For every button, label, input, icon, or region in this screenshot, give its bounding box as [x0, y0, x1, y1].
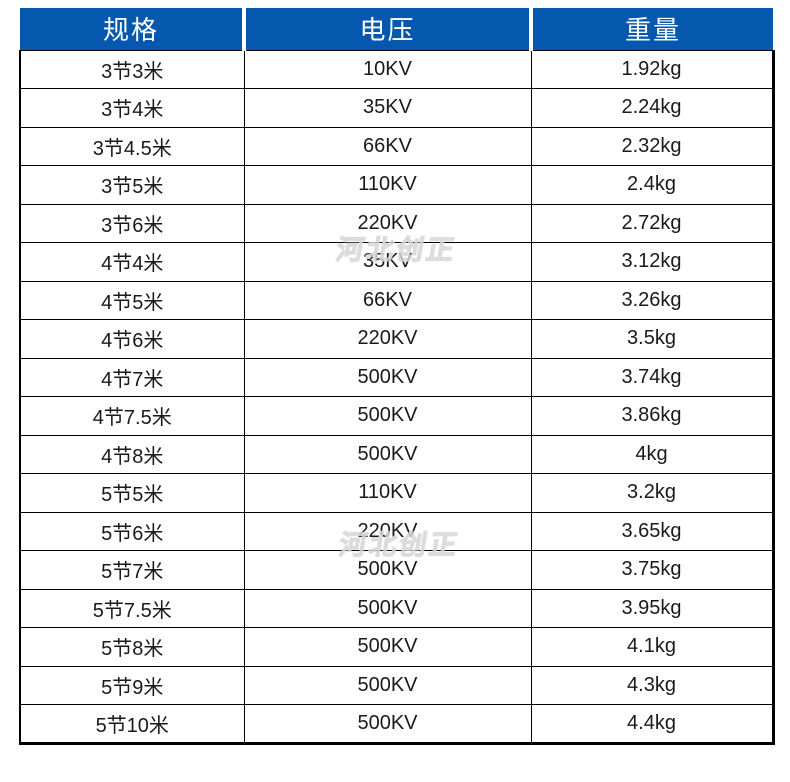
spec-cell: 4节7.5米 [19, 396, 245, 436]
table-row: 4节6米 220KV 3.5kg [19, 319, 775, 359]
table-row: 5节7米 500KV 3.75kg [19, 550, 775, 590]
voltage-cell: 500KV [243, 627, 532, 667]
spec-cell: 4节8米 [19, 434, 245, 474]
voltage-cell: 35KV [243, 88, 532, 128]
spec-cell: 3节3米 [19, 49, 245, 89]
weight-cell: 2.4kg [530, 165, 775, 205]
table-row: 5节6米 220KV 3.65kg [19, 511, 775, 551]
table-row: 3节6米 220KV 2.72kg [19, 203, 775, 243]
table-body: 3节3米 10KV 1.92kg 3节4米 35KV 2.24kg 3节4.5米 66KV 2.… [19, 49, 775, 745]
table-row: 3节4米 35KV 2.24kg [19, 88, 775, 128]
voltage-cell: 66KV [243, 280, 532, 320]
weight-cell: 3.65kg [530, 511, 775, 551]
weight-cell: 3.74kg [530, 357, 775, 397]
header-spec: 规格 [20, 8, 244, 50]
spec-cell: 3节5米 [19, 165, 245, 205]
header-voltage: 电压 [242, 8, 531, 50]
spec-cell: 4节5米 [19, 280, 245, 320]
table-row: 5节8米 500KV 4.1kg [19, 627, 775, 667]
spec-cell: 4节7米 [19, 357, 245, 397]
header-weight: 重量 [529, 8, 773, 50]
spec-cell: 5节8米 [19, 627, 245, 667]
spec-cell: 5节10米 [19, 704, 245, 745]
spec-cell: 5节6米 [19, 511, 245, 551]
weight-cell: 2.32kg [530, 126, 775, 166]
weight-cell: 4.1kg [530, 627, 775, 667]
spec-cell: 4节4米 [19, 242, 245, 282]
voltage-cell: 500KV [243, 550, 532, 590]
voltage-cell: 66KV [243, 126, 532, 166]
spec-table: 规格 电压 重量 3节3米 10KV 1.92kg 3节4米 35KV 2.24kg 3节4… [19, 8, 775, 745]
table-row: 4节4米 35KV 3.12kg [19, 242, 775, 282]
weight-cell: 4.3kg [530, 665, 775, 705]
spec-cell: 3节4.5米 [19, 126, 245, 166]
voltage-cell: 220KV [243, 203, 532, 243]
voltage-cell: 500KV [243, 357, 532, 397]
weight-cell: 3.95kg [530, 588, 775, 628]
table-row: 4节5米 66KV 3.26kg [19, 280, 775, 320]
table-header: 规格 电压 重量 [20, 8, 773, 50]
table-row: 5节9米 500KV 4.3kg [19, 665, 775, 705]
table-row: 3节5米 110KV 2.4kg [19, 165, 775, 205]
weight-cell: 3.12kg [530, 242, 775, 282]
weight-cell: 3.75kg [530, 550, 775, 590]
weight-cell: 3.86kg [530, 396, 775, 436]
table-row: 5节10米 500KV 4.4kg [19, 704, 775, 745]
weight-cell: 2.24kg [530, 88, 775, 128]
voltage-cell: 35KV [243, 242, 532, 282]
spec-cell: 5节7.5米 [19, 588, 245, 628]
spec-cell: 3节6米 [19, 203, 245, 243]
spec-cell: 4节6米 [19, 319, 245, 359]
spec-cell: 5节5米 [19, 473, 245, 513]
voltage-cell: 500KV [243, 588, 532, 628]
voltage-cell: 220KV [243, 511, 532, 551]
spec-cell: 3节4米 [19, 88, 245, 128]
weight-cell: 4.4kg [530, 704, 775, 745]
table-row: 3节3米 10KV 1.92kg [19, 49, 775, 89]
voltage-cell: 500KV [243, 665, 532, 705]
weight-cell: 4kg [530, 434, 775, 474]
table-row: 4节7米 500KV 3.74kg [19, 357, 775, 397]
table-row: 4节7.5米 500KV 3.86kg [19, 396, 775, 436]
voltage-cell: 500KV [243, 434, 532, 474]
voltage-cell: 220KV [243, 319, 532, 359]
voltage-cell: 500KV [243, 396, 532, 436]
table-row: 5节5米 110KV 3.2kg [19, 473, 775, 513]
weight-cell: 2.72kg [530, 203, 775, 243]
table-row: 4节8米 500KV 4kg [19, 434, 775, 474]
spec-cell: 5节7米 [19, 550, 245, 590]
voltage-cell: 500KV [243, 704, 532, 745]
voltage-cell: 10KV [243, 49, 532, 89]
weight-cell: 3.5kg [530, 319, 775, 359]
table-row: 5节7.5米 500KV 3.95kg [19, 588, 775, 628]
table-row: 3节4.5米 66KV 2.32kg [19, 126, 775, 166]
spec-cell: 5节9米 [19, 665, 245, 705]
weight-cell: 1.92kg [530, 49, 775, 89]
header-row: 规格 电压 重量 [20, 8, 773, 50]
voltage-cell: 110KV [243, 165, 532, 205]
voltage-cell: 110KV [243, 473, 532, 513]
weight-cell: 3.26kg [530, 280, 775, 320]
weight-cell: 3.2kg [530, 473, 775, 513]
